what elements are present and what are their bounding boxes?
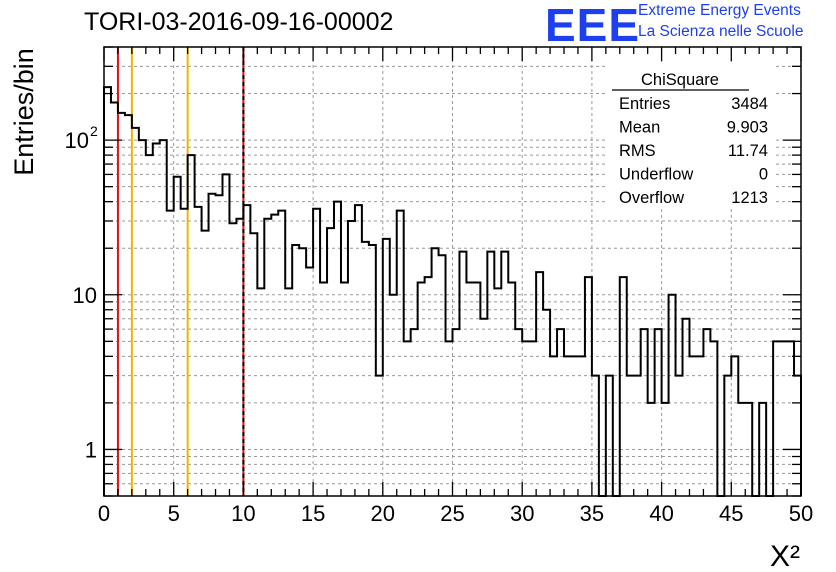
stats-row-label: Mean [619,119,660,137]
y-tick-label: 10 [73,283,97,308]
y-tick-label: 10 [65,128,89,153]
y-tick-label-exponent: 2 [90,123,98,139]
stats-row-value: 0 [759,166,768,184]
x-tick-label: 25 [440,501,464,526]
x-tick-label: 10 [231,501,255,526]
stats-row-label: Overflow [619,189,684,207]
stats-row-value: 9.903 [727,119,768,137]
x-axis-label: X² [770,540,800,572]
eee-logo: EEE [545,0,641,51]
stats-row-value: 11.74 [728,142,768,160]
x-tick-labels: 0 5 10 15 20 25 30 35 40 45 50 [98,501,813,526]
stats-row-label: Underflow [619,166,693,184]
x-tick-label: 15 [301,501,325,526]
chart-title: TORI-03-2016-09-16-00002 [84,8,394,36]
stats-row-value: 3484 [731,95,768,113]
stats-row-label: Entries [619,95,670,113]
y-axis-label: Entries/bin [9,48,39,176]
logo-text-line-2: La Scienza nelle Scuole [638,23,804,40]
x-tick-label: 35 [580,501,604,526]
y-tick-label: 1 [85,437,97,462]
logo-text-line-1: Extreme Energy Events [638,2,801,19]
x-tick-label: 40 [649,501,673,526]
stats-row-value: 1213 [731,189,768,207]
x-tick-label: 5 [168,501,180,526]
threshold-markers [116,47,245,496]
x-tick-label: 0 [98,501,110,526]
stats-row-label: RMS [619,142,656,160]
x-tick-label: 50 [789,501,813,526]
histogram-outline [103,86,802,497]
axis-ticks [103,46,802,497]
stats-box: ChiSquare Entries 3484 Mean 9.903 RMS 11.74 Un… [608,63,774,207]
x-tick-label: 30 [510,501,534,526]
x-tick-label: 20 [371,501,395,526]
stats-box-title: ChiSquare [641,71,719,89]
x-tick-label: 45 [719,501,743,526]
